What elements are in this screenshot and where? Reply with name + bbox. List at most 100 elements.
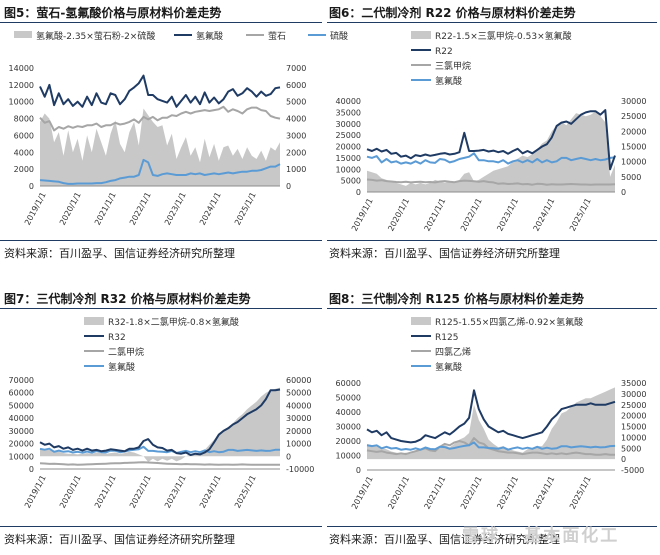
figure-8-title-rule — [327, 308, 657, 309]
raw2-line-series — [366, 441, 616, 451]
figure-8-source-rule — [327, 526, 657, 527]
legend-entry-raw1: 萤石 — [246, 30, 286, 42]
legend-entry-raw2: 氢氟酸 — [411, 75, 462, 87]
left-axis-tick: 0 — [356, 188, 361, 197]
x-axis-tick: 2025/1/1 — [568, 475, 593, 511]
right-axis-tick: 10000 — [621, 158, 646, 167]
left-axis-tick: 60000 — [9, 389, 34, 398]
legend-swatch-spread — [84, 317, 104, 325]
legend-label-product: R32 — [108, 333, 126, 343]
right-axis-tick: 20000 — [621, 127, 646, 136]
left-axis-tick: 30000 — [336, 120, 361, 129]
x-axis-tick: 2021/1/1 — [93, 474, 118, 510]
left-axis-tick: 5000 — [341, 177, 361, 186]
right-axis-tick: 1000 — [286, 165, 306, 174]
right-axis-tick: 10000 — [286, 440, 311, 449]
legend-label-raw2: 氢氟酸 — [108, 361, 135, 373]
raw1-line-series — [366, 178, 616, 186]
legend-label-raw2: 氢氟酸 — [435, 75, 462, 87]
left-axis-tick: 70000 — [9, 376, 34, 385]
left-axis-tick: 8000 — [14, 115, 34, 124]
spread-area-series — [40, 387, 280, 462]
left-axis-tick: 40000 — [9, 414, 34, 423]
right-axis-tick: 50000 — [286, 389, 311, 398]
x-axis-tick: 2020/1/1 — [58, 474, 83, 510]
legend-swatch-spread — [411, 317, 431, 325]
legend-entry-product: R125 — [411, 333, 458, 343]
left-axis-tick: 2000 — [14, 165, 34, 174]
left-axis-tick: 6000 — [14, 131, 34, 140]
x-axis-tick: 2024/1/1 — [198, 474, 223, 510]
x-axis-tick: 2023/1/1 — [163, 474, 188, 510]
spread-area-series — [40, 108, 280, 186]
right-axis-tick: 5000 — [286, 98, 306, 107]
x-axis-tick: 2022/1/1 — [128, 191, 153, 227]
figure-5-chart: 氢氟酸-2.35×萤石粉-2×硫酸 氢氟酸 萤石 硫酸 0 2000 4000 6000 800… — [9, 30, 348, 227]
legend-label-raw1: 萤石 — [268, 30, 286, 42]
spread-area-series — [367, 111, 615, 192]
x-axis-tick: 2024/1/1 — [532, 475, 557, 511]
left-axis-tick: 30000 — [9, 427, 34, 436]
right-axis-tick: 6000 — [286, 81, 306, 90]
product-line-series — [366, 109, 616, 171]
x-axis-tick: 2025/1/1 — [568, 197, 593, 233]
left-axis-tick: 15000 — [336, 154, 361, 163]
left-axis-tick: 60000 — [336, 379, 361, 388]
product-line-series — [39, 388, 281, 456]
figure-5-source: 资料来源：百川盈孚、国信证券经济研究所整理 — [4, 247, 235, 260]
right-axis-tick: 0 — [621, 188, 626, 197]
figure-7-title-rule — [0, 308, 322, 309]
right-axis-tick: 2000 — [286, 148, 306, 157]
legend-entry-spread: 氢氟酸-2.35×萤石粉-2×硫酸 — [14, 30, 155, 42]
raw2-line-series — [39, 445, 281, 454]
right-axis-tick: 7000 — [286, 64, 306, 73]
x-axis-tick: 2020/1/1 — [386, 475, 411, 511]
legend-swatch-spread — [14, 31, 32, 38]
figure-6-title-rule — [327, 22, 657, 23]
x-axis-tick: 2019/1/1 — [350, 475, 375, 511]
legend-label-product: R125 — [435, 333, 458, 343]
x-axis-tick: 2020/1/1 — [386, 197, 411, 233]
figure-6-title: 图6：二代制冷剂 R22 价格与原材料价差走势 — [329, 6, 576, 20]
right-axis-tick: 20000 — [621, 412, 646, 421]
x-axis-tick: 2021/1/1 — [423, 197, 448, 233]
legend-entry-raw1: 三氯甲烷 — [411, 60, 471, 72]
right-axis-tick: 35000 — [621, 379, 646, 388]
figure-6-source-rule — [327, 240, 657, 241]
raw1-line-series — [39, 461, 280, 466]
right-axis-tick: 60000 — [286, 376, 311, 385]
x-axis-tick: 2025/1/1 — [233, 474, 258, 510]
right-axis-tick: 5000 — [621, 173, 641, 182]
legend-label-product: R22 — [435, 47, 453, 57]
left-axis-tick: 12000 — [9, 81, 34, 90]
right-axis-tick: 30000 — [621, 390, 646, 399]
legend-entry-product: R22 — [411, 47, 453, 57]
right-axis-tick: 10000 — [621, 433, 646, 442]
right-axis-tick: 20000 — [286, 427, 311, 436]
right-axis-tick: 0 — [286, 452, 291, 461]
right-axis-tick: -5000 — [621, 466, 644, 475]
left-axis-tick: 35000 — [336, 108, 361, 117]
legend-entry-raw1: 四氯乙烯 — [411, 346, 471, 358]
right-axis-tick: 25000 — [621, 112, 646, 121]
left-axis-tick: 10000 — [336, 165, 361, 174]
right-axis-tick: 15000 — [621, 143, 646, 152]
legend-entry-raw1: 二氯甲烷 — [84, 346, 144, 358]
left-axis-tick: 20000 — [336, 143, 361, 152]
x-axis-tick: 2025/1/1 — [233, 191, 258, 227]
figure-8-source: 资料来源：百川盈孚、国信证券经济研究所整理 — [329, 533, 560, 546]
right-axis-tick: 30000 — [621, 97, 646, 106]
left-axis-tick: 10000 — [9, 98, 34, 107]
x-axis-tick: 2022/1/1 — [459, 475, 484, 511]
x-axis-tick: 2021/1/1 — [423, 475, 448, 511]
left-axis-tick: 0 — [29, 465, 34, 474]
legend-entry-spread: R125-1.55×四氯乙烯-0.92×氢氟酸 — [411, 316, 583, 328]
x-axis-tick: 2019/1/1 — [23, 474, 48, 510]
legend-label-product: 氢氟酸 — [196, 30, 223, 42]
x-axis-tick: 2022/1/1 — [459, 197, 484, 233]
x-axis-tick: 2019/1/1 — [350, 197, 375, 233]
legend-entry-spread: R32-1.8×二氯甲烷-0.8×氢氟酸 — [84, 316, 239, 328]
right-axis-tick: 5000 — [621, 444, 641, 453]
right-axis-tick: 0 — [621, 455, 626, 464]
